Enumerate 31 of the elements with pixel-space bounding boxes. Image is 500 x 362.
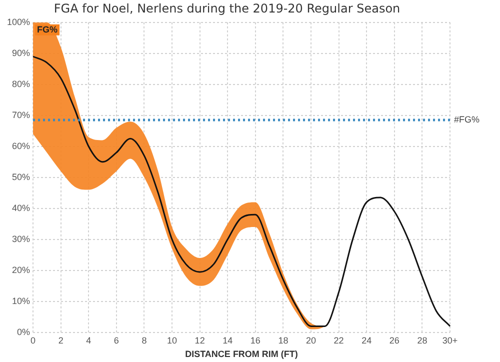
y-tick-label: 20%	[12, 264, 30, 275]
x-tick-label: 26	[389, 335, 400, 346]
y-tick-label: 40%	[12, 202, 30, 213]
x-tick-label: 30+	[442, 335, 458, 346]
y-tick-label: 0%	[17, 326, 30, 337]
x-tick-label: 12	[194, 335, 205, 346]
y-tick-label: 90%	[12, 48, 30, 58]
x-tick-label: 8	[142, 335, 147, 346]
y-tick-label: 30%	[12, 234, 30, 244]
x-tick-label: 18	[278, 335, 288, 346]
y-tick-label: 10%	[12, 296, 30, 306]
ref-line-label: #FG%	[454, 114, 480, 125]
x-tick-label: 20	[306, 335, 316, 346]
x-tick-label: 6	[114, 335, 119, 346]
x-tick-label: 24	[362, 335, 372, 346]
y-tick-label: 80%	[12, 78, 30, 89]
x-axis-title: DISTANCE FROM RIM (FT)	[185, 349, 298, 360]
x-tick-label: 10	[167, 335, 178, 346]
y-tick-label: 70%	[12, 110, 30, 120]
x-tick-label: 0	[30, 335, 36, 346]
y-tick-label: 100%	[6, 16, 30, 27]
y-tick-label: 50%	[12, 172, 30, 182]
text: FG%	[37, 24, 58, 34]
x-tick-label: 28	[417, 335, 428, 346]
y-tick-label: 60%	[12, 140, 30, 151]
x-tick-label: 2	[58, 335, 64, 346]
x-tick-label: 16	[250, 335, 260, 346]
x-tick-label: 4	[86, 335, 92, 346]
x-tick-label: 22	[334, 335, 344, 346]
x-tick-label: 14	[222, 335, 233, 346]
chart-title: FGA for Noel, Nerlens during the 2019-20 Regular Season	[54, 1, 400, 16]
